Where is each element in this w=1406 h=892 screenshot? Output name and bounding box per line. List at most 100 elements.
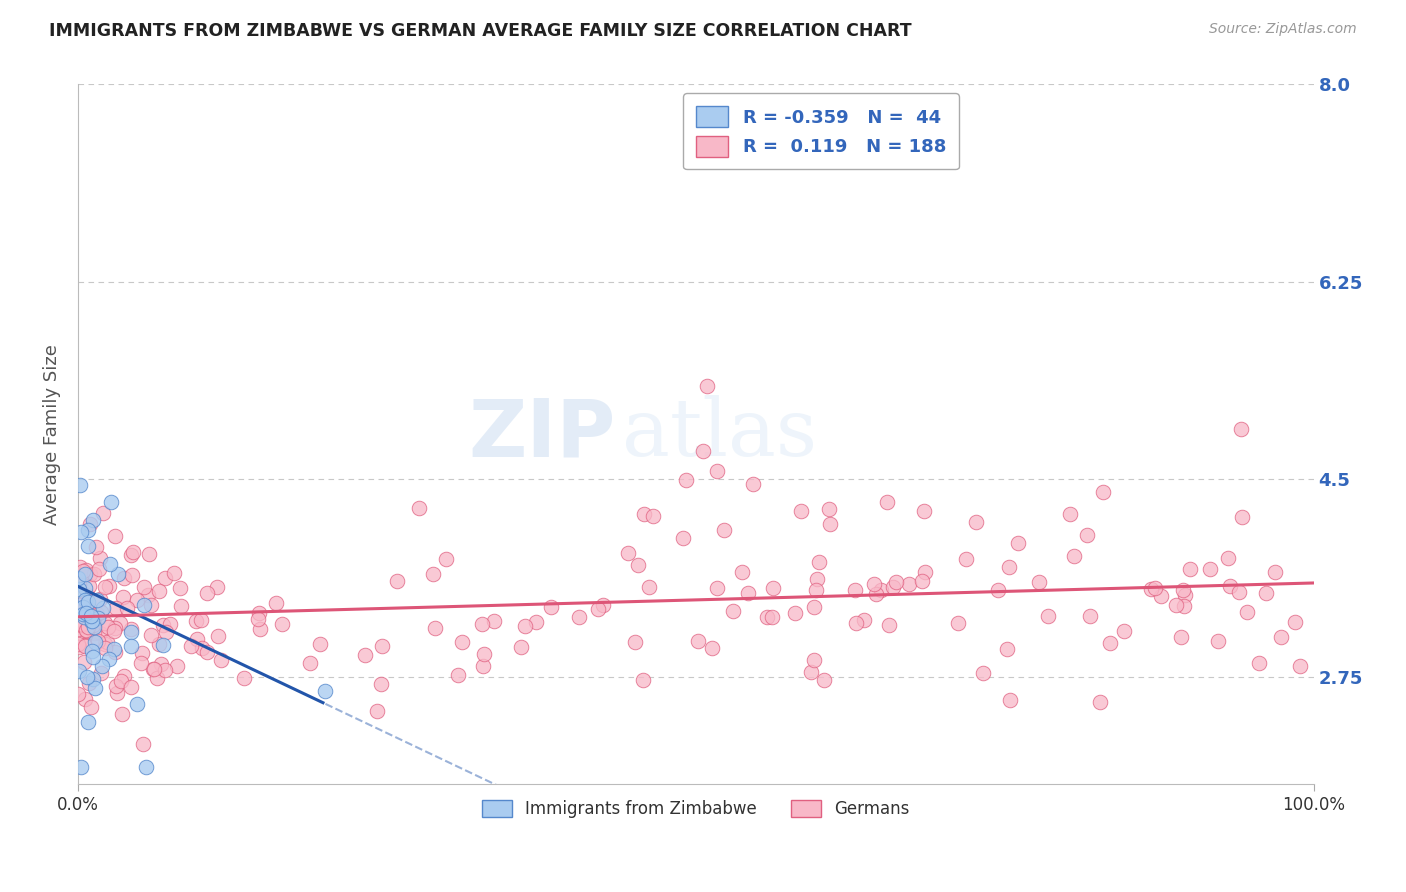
Point: [83, 626, 105, 640]
Point: [995, 641, 1018, 656]
Point: [987, 582, 1010, 597]
Point: [79, 517, 101, 532]
Point: [1174, 588, 1197, 602]
Point: [195, 586, 218, 600]
Point: [474, 647, 496, 661]
Point: [1264, 565, 1286, 579]
Point: [1270, 630, 1292, 644]
Point: [143, 662, 166, 676]
Point: [112, 571, 135, 585]
Point: [509, 640, 531, 654]
Point: [90, 665, 112, 680]
Point: [70, 760, 93, 774]
Point: [190, 613, 212, 627]
Point: [120, 639, 142, 653]
Point: [145, 671, 167, 685]
Point: [91, 658, 114, 673]
Point: [105, 601, 128, 615]
Point: [804, 582, 827, 597]
Point: [97, 620, 120, 634]
Point: [112, 669, 135, 683]
Point: [742, 476, 765, 491]
Point: [76, 602, 98, 616]
Point: [1139, 582, 1161, 596]
Point: [513, 619, 536, 633]
Point: [75, 610, 97, 624]
Point: [84, 681, 107, 696]
Point: [1007, 536, 1029, 550]
Point: [524, 615, 547, 629]
Point: [77, 539, 100, 553]
Point: [67, 582, 90, 597]
Point: [127, 698, 149, 712]
Point: [354, 648, 377, 662]
Point: [67, 598, 90, 612]
Point: [366, 704, 388, 718]
Point: [166, 659, 188, 673]
Point: [89, 592, 111, 607]
Point: [155, 625, 177, 640]
Point: [67, 687, 90, 701]
Point: [998, 560, 1021, 574]
Point: [153, 663, 176, 677]
Point: [865, 587, 887, 601]
Point: [1170, 630, 1192, 644]
Point: [807, 555, 830, 569]
Point: [1254, 586, 1277, 600]
Point: [1236, 606, 1258, 620]
Point: [299, 657, 322, 671]
Point: [790, 504, 813, 518]
Point: [83, 619, 105, 633]
Point: [1229, 422, 1251, 436]
Point: [264, 596, 287, 610]
Point: [721, 604, 744, 618]
Point: [111, 707, 134, 722]
Point: [876, 495, 898, 509]
Point: [1028, 574, 1050, 589]
Point: [80, 644, 103, 658]
Point: [713, 524, 735, 538]
Point: [67, 577, 90, 591]
Point: [1166, 598, 1188, 612]
Point: [94, 616, 117, 631]
Point: [82, 672, 104, 686]
Point: [163, 566, 186, 580]
Point: [627, 558, 650, 573]
Text: ZIP: ZIP: [468, 395, 616, 473]
Point: [105, 686, 128, 700]
Point: [98, 558, 121, 572]
Point: [425, 621, 447, 635]
Point: [69, 640, 91, 655]
Point: [76, 714, 98, 729]
Point: [186, 632, 208, 647]
Point: [132, 580, 155, 594]
Point: [422, 567, 444, 582]
Point: [387, 574, 409, 588]
Point: [246, 612, 269, 626]
Point: [955, 551, 977, 566]
Text: Source: ZipAtlas.com: Source: ZipAtlas.com: [1209, 22, 1357, 37]
Point: [159, 616, 181, 631]
Point: [72, 600, 94, 615]
Point: [67, 571, 90, 585]
Point: [180, 639, 202, 653]
Point: [77, 523, 100, 537]
Point: [249, 622, 271, 636]
Point: [884, 574, 907, 589]
Point: [108, 615, 131, 630]
Point: [149, 657, 172, 671]
Point: [633, 508, 655, 522]
Point: [700, 640, 723, 655]
Point: [86, 607, 108, 621]
Point: [84, 635, 107, 649]
Y-axis label: Average Family Size: Average Family Size: [44, 343, 60, 524]
Point: [737, 586, 759, 600]
Point: [1171, 582, 1194, 597]
Point: [540, 599, 562, 614]
Point: [148, 636, 170, 650]
Point: [806, 572, 828, 586]
Point: [83, 566, 105, 581]
Point: [633, 673, 655, 687]
Point: [170, 599, 193, 613]
Point: [314, 684, 336, 698]
